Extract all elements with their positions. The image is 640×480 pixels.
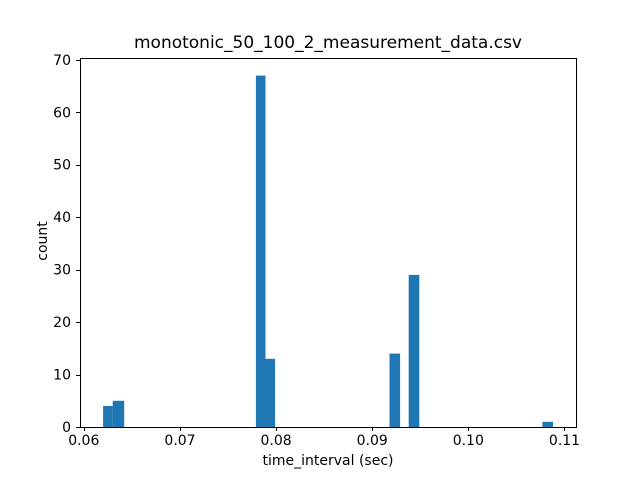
y-tick-label: 0 xyxy=(62,420,71,436)
x-tick-label: 0.08 xyxy=(261,433,292,449)
histogram-bar xyxy=(408,274,420,427)
x-tick-label: 0.09 xyxy=(357,433,388,449)
histogram-bar xyxy=(389,353,401,427)
y-tick-label: 10 xyxy=(53,368,71,384)
axes-box xyxy=(80,58,577,428)
y-tick-label: 40 xyxy=(53,210,71,226)
histogram-bar xyxy=(103,406,113,427)
x-tick-label: 0.10 xyxy=(453,433,484,449)
x-tick-label: 0.07 xyxy=(164,433,195,449)
chart-title: monotonic_50_100_2_measurement_data.csv xyxy=(133,33,522,53)
x-axis-label: time_interval (sec) xyxy=(262,453,394,469)
x-tick-label: 0.11 xyxy=(549,433,580,449)
y-tick-label: 60 xyxy=(53,105,71,121)
x-tick-label: 0.06 xyxy=(68,433,99,449)
histogram-bar xyxy=(542,421,553,427)
y-tick-label: 30 xyxy=(53,263,71,279)
histogram-bar xyxy=(255,75,266,427)
y-axis-label: count xyxy=(35,221,51,261)
histogram-bar xyxy=(112,400,125,427)
y-tick-label: 20 xyxy=(53,315,71,331)
y-tick-label: 70 xyxy=(53,53,71,69)
histogram-bar xyxy=(265,358,276,427)
y-tick-label: 50 xyxy=(53,158,71,174)
